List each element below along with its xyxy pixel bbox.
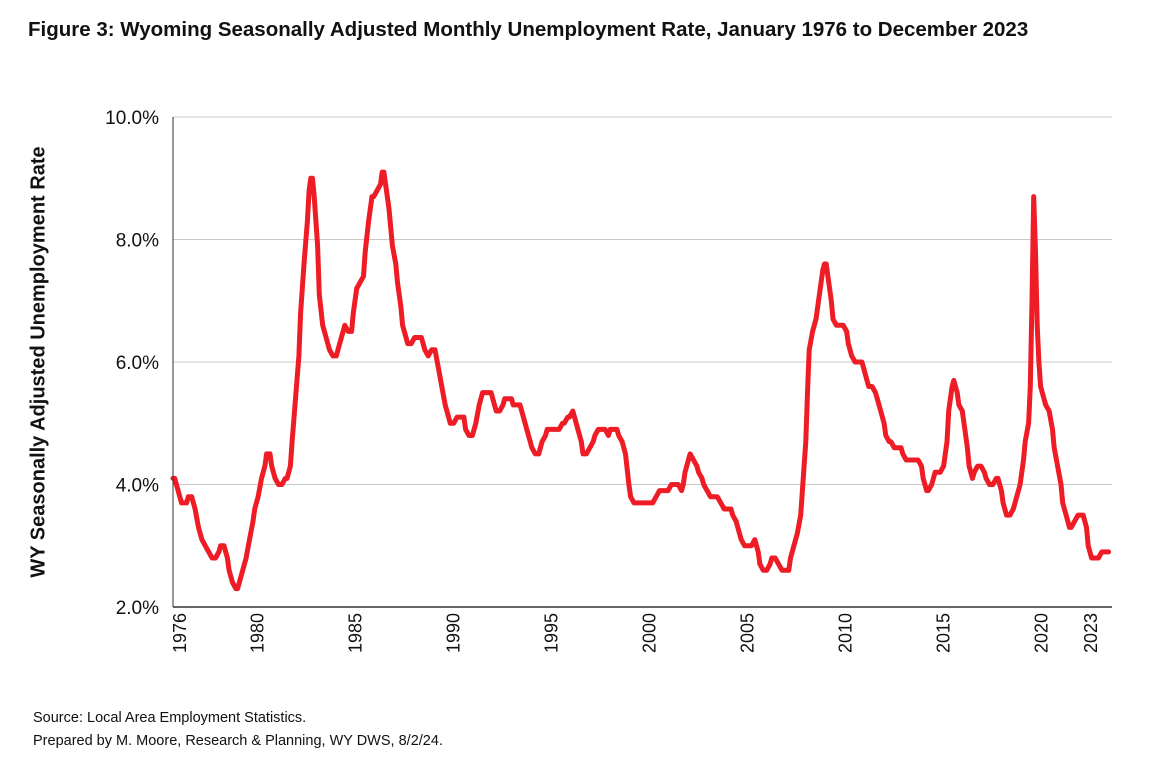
series-layer: [170, 169, 1112, 592]
gridlines: [173, 116, 1112, 485]
source-note: Source: Local Area Employment Statistics…: [33, 710, 307, 726]
y-tick-labels: 2.0% 4.0% 6.0% 8.0% 10.0%: [105, 108, 159, 619]
x-tick-label: 1976: [170, 613, 190, 653]
y-tick-label: 6.0%: [116, 353, 159, 374]
x-tick-label: 2020: [1031, 613, 1051, 653]
x-tick-label: 1995: [541, 613, 561, 653]
x-tick-label: 1990: [443, 613, 463, 653]
x-tick-label: 2010: [835, 613, 855, 653]
x-tick-labels: 1976 1980 1985 1990 1995 2000 2005 2010 2015 2020…: [170, 613, 1101, 653]
series-line-0: [170, 169, 1112, 592]
chart-title: Figure 3: Wyoming Seasonally Adjusted Mo…: [28, 18, 1029, 41]
x-tick-label: 1980: [247, 613, 267, 653]
y-tick-label: 10.0%: [105, 108, 159, 129]
x-tick-label: 2005: [737, 613, 757, 653]
y-tick-label: 8.0%: [116, 231, 159, 252]
x-tick-label: 2023: [1081, 613, 1101, 653]
x-tick-label: 2000: [639, 613, 659, 653]
y-tick-label: 2.0%: [116, 598, 159, 619]
y-tick-label: 4.0%: [116, 476, 159, 497]
line-chart: 2.0%4.0%6.0%8.0%10.0% 1976 1980 1985 1990 19…: [105, 108, 1112, 653]
x-tick-label: 1985: [345, 613, 365, 653]
prepared-by-note: Prepared by M. Moore, Research & Plannin…: [33, 733, 443, 749]
x-tick-label: 2015: [933, 613, 953, 653]
